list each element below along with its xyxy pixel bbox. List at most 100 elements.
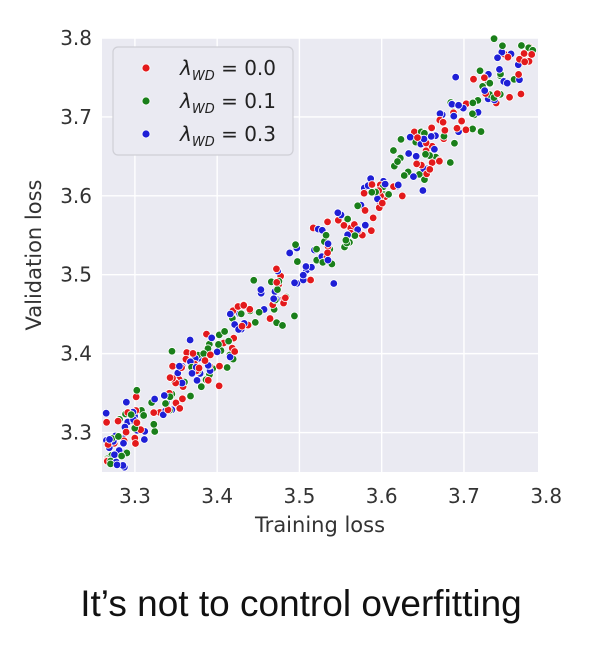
data-point xyxy=(101,408,111,418)
data-point xyxy=(281,293,290,303)
data-point xyxy=(178,394,187,404)
data-point xyxy=(150,427,159,436)
data-point xyxy=(380,179,390,189)
data-point xyxy=(517,41,526,50)
data-point xyxy=(405,132,415,142)
data-point xyxy=(394,180,403,190)
data-point xyxy=(194,363,204,373)
data-point xyxy=(421,150,430,159)
data-point xyxy=(384,190,393,199)
data-point xyxy=(149,420,159,429)
data-point xyxy=(498,41,507,50)
data-point xyxy=(245,305,255,314)
data-point xyxy=(290,311,299,321)
data-point xyxy=(204,376,213,385)
data-point xyxy=(360,206,370,215)
data-point xyxy=(102,418,111,427)
data-point xyxy=(480,86,489,95)
data-point xyxy=(312,244,321,254)
legend-entry: λWD = 0.3 xyxy=(179,122,276,150)
data-point xyxy=(353,201,362,211)
data-point xyxy=(368,213,378,223)
legend-marker xyxy=(141,129,151,139)
data-point xyxy=(225,352,235,362)
data-point xyxy=(339,221,349,230)
data-point xyxy=(126,410,136,419)
y-tick-label: 3.8 xyxy=(60,26,92,50)
data-point xyxy=(214,340,223,349)
data-point xyxy=(285,248,294,258)
data-point xyxy=(165,373,175,382)
data-point xyxy=(389,146,398,155)
data-point xyxy=(449,111,458,121)
data-point xyxy=(425,165,434,174)
x-tick-label: 3.5 xyxy=(284,484,316,508)
data-point xyxy=(112,460,122,470)
data-point xyxy=(503,78,512,88)
data-point xyxy=(272,278,281,287)
legend-entry: λWD = 0.1 xyxy=(179,89,276,117)
data-point xyxy=(273,285,282,294)
data-point xyxy=(239,301,248,310)
data-point xyxy=(359,189,369,198)
data-point xyxy=(323,239,333,248)
data-point xyxy=(485,78,494,88)
data-point xyxy=(206,350,215,360)
data-point xyxy=(254,308,264,317)
data-point xyxy=(343,214,352,224)
data-point xyxy=(367,226,376,235)
data-point xyxy=(341,235,351,245)
data-point xyxy=(200,356,210,365)
data-point xyxy=(323,248,332,257)
data-point xyxy=(493,89,502,98)
data-point xyxy=(367,188,377,197)
data-point xyxy=(514,70,523,79)
y-tick-label: 3.5 xyxy=(60,263,92,287)
data-point xyxy=(323,255,333,265)
y-tick-label: 3.7 xyxy=(60,105,92,129)
data-point xyxy=(446,158,455,167)
data-point xyxy=(132,418,142,427)
x-tick-label: 3.6 xyxy=(366,484,398,508)
data-point xyxy=(121,427,131,437)
data-point xyxy=(468,109,477,118)
data-point xyxy=(214,381,224,391)
data-point xyxy=(333,208,343,217)
data-point xyxy=(186,391,195,401)
data-point xyxy=(400,171,409,180)
data-point xyxy=(237,309,246,319)
data-point xyxy=(272,264,281,274)
data-point xyxy=(404,149,413,158)
data-point xyxy=(265,314,275,323)
data-point xyxy=(291,240,300,249)
data-point xyxy=(197,382,206,391)
data-point xyxy=(457,116,466,126)
data-point xyxy=(418,186,428,195)
y-tick-label: 3.3 xyxy=(60,421,92,445)
data-point xyxy=(161,399,170,408)
x-tick-labels: 3.3 3.4 3.5 3.6 3.7 3.8 xyxy=(119,484,562,508)
data-point xyxy=(251,318,260,327)
data-point xyxy=(451,72,460,82)
data-point xyxy=(199,349,208,358)
data-point xyxy=(306,275,315,285)
data-point xyxy=(440,126,450,135)
data-point xyxy=(321,231,331,240)
data-point xyxy=(520,57,529,67)
data-point xyxy=(160,391,169,400)
data-point xyxy=(131,439,140,448)
data-point xyxy=(367,180,377,189)
data-point xyxy=(237,322,247,331)
data-point xyxy=(119,439,128,448)
data-point xyxy=(493,53,502,62)
legend-marker xyxy=(141,63,151,73)
data-point xyxy=(167,347,177,356)
data-point xyxy=(293,257,302,266)
data-point xyxy=(149,408,158,417)
data-point xyxy=(450,139,459,148)
data-point xyxy=(378,198,387,208)
data-point xyxy=(398,191,407,201)
legend: λWD = 0.0 λWD = 0.1 λWD = 0.3 xyxy=(112,46,294,156)
data-point xyxy=(361,220,370,230)
